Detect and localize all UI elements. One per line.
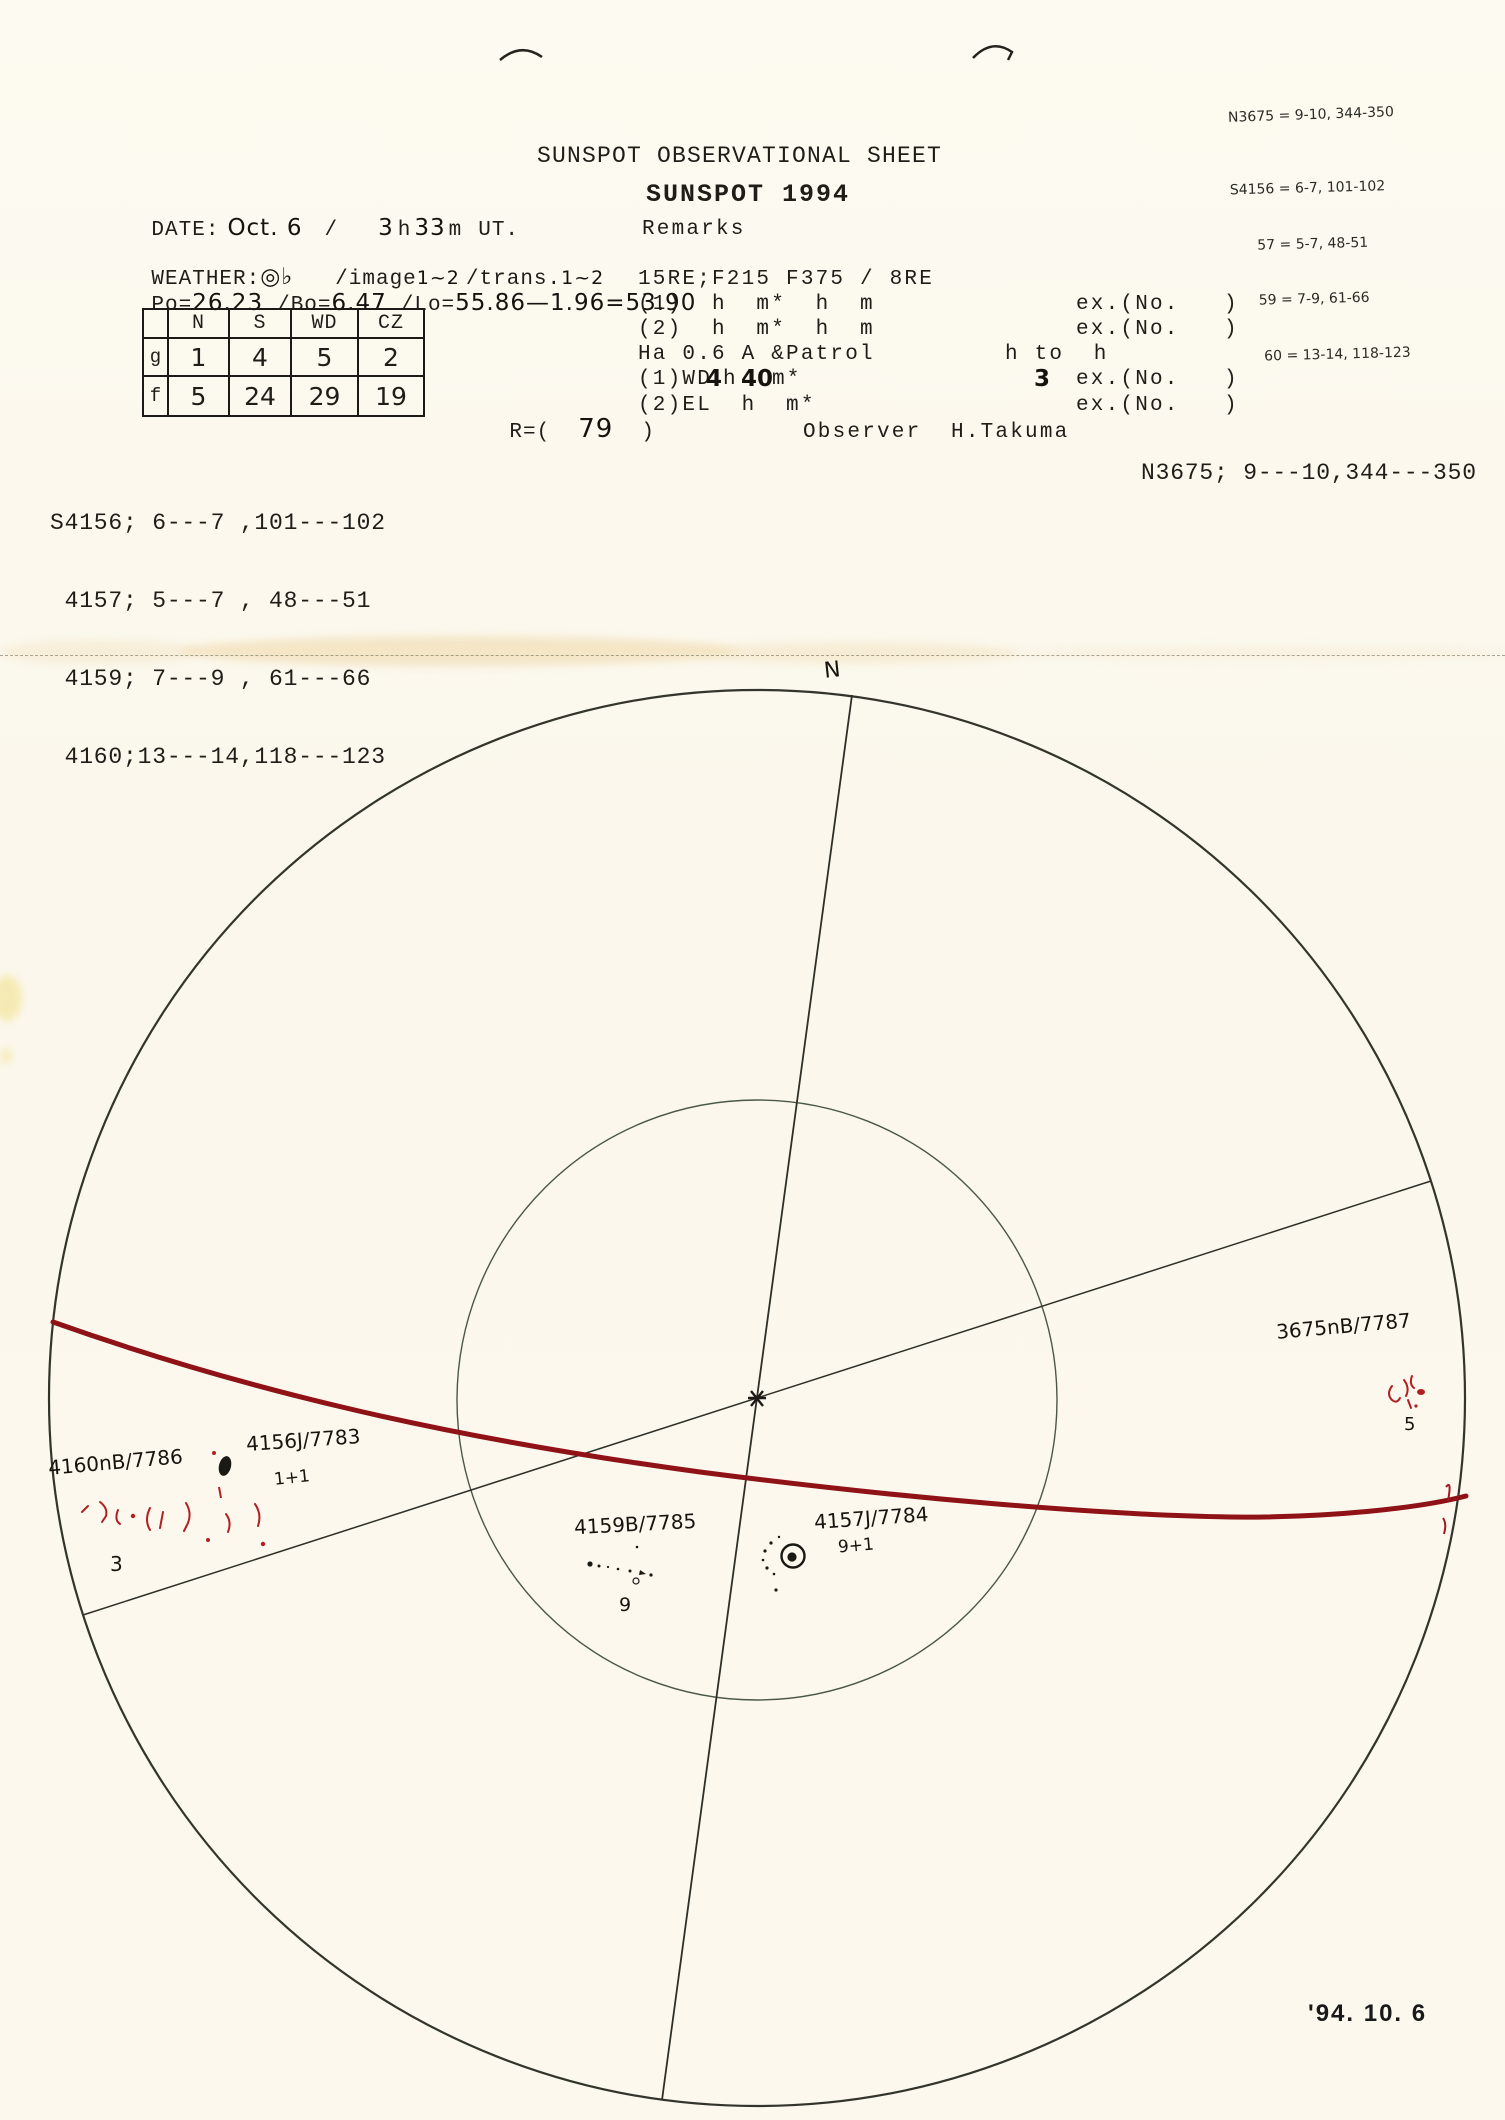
sunspot-group-3675-sketch	[1388, 1375, 1425, 1409]
ha-patrol-line: Ha 0.6 A &Patrol	[638, 343, 875, 366]
obs2-ex: ex.(No. )	[1076, 318, 1239, 341]
wd-m-star: m*	[772, 368, 802, 391]
outer-limb-circle	[47, 688, 1467, 2108]
image-label: /image	[335, 268, 417, 291]
sunspot-group-4160-sketch	[81, 1501, 266, 1547]
table-header-row: N S WD CZ	[142, 308, 425, 339]
time-min: 33	[414, 215, 446, 241]
group-count-4156: 1+1	[273, 1466, 311, 1490]
group-line: 4157; 5---7 , 48---51	[50, 588, 372, 614]
observer-line: Observer H.Takuma	[803, 421, 1070, 444]
cell-f-cz: 19	[357, 375, 425, 417]
el-ex: ex.(No. )	[1076, 394, 1239, 417]
time-ut: UT.	[478, 219, 520, 242]
disk-center-mark	[748, 1390, 766, 1407]
group-line: 4159; 7---9 , 61---66	[50, 666, 372, 692]
remarks-label: Remarks	[642, 218, 746, 241]
obs1-line: (1) h m* h m	[638, 293, 875, 316]
r-suffix: )	[641, 421, 655, 444]
wd-ex: ex.(No. )	[1076, 368, 1239, 391]
cell-g-n: 1	[167, 337, 230, 377]
paper-seam	[0, 655, 1505, 656]
date-value: Oct. 6	[227, 215, 303, 241]
north-label: N	[822, 657, 842, 684]
corner-cell	[142, 308, 169, 339]
date-line: DATE: Oct. 6 / 3 h 33 m UT.	[97, 192, 519, 265]
col-header-wd: WD	[290, 308, 359, 339]
time-h-unit: h	[397, 219, 412, 242]
date-label: DATE:	[151, 219, 220, 242]
ha-patrol-times: h to h	[1005, 343, 1109, 366]
typed-group-list-north: N3675; 9---10,344---350	[1141, 460, 1477, 486]
group-line: S4156; 6---7 ,101---102	[50, 510, 386, 536]
el-line: (2)EL h m*	[638, 394, 816, 417]
col-header-s: S	[228, 308, 292, 339]
wd-min: 40	[741, 366, 774, 392]
lo-value: 55.86—1.96=53.90	[455, 290, 697, 316]
sunspot-counts-table: N S WD CZ g 1 4 5 2 f 5 24 29 19	[142, 308, 425, 417]
program-title: SUNSPOT 1994	[646, 180, 851, 209]
col-header-n: N	[167, 308, 230, 339]
trans-label: /trans.	[465, 268, 562, 291]
seam-stain	[180, 636, 740, 666]
sunspot-group-4159-sketch	[587, 1545, 653, 1585]
wd-h-unit: h	[723, 368, 738, 391]
wd-ex-count: 3	[1034, 366, 1051, 392]
group-count-4157: 9+1	[837, 1534, 875, 1558]
margin-stain	[0, 1048, 12, 1064]
date-slash: /	[324, 219, 339, 242]
group-count-3675: 5	[1404, 1414, 1416, 1435]
r-prefix: R=(	[509, 421, 551, 444]
image-value: 1~2	[416, 267, 460, 289]
instruments-line: 15RE;F215 F375 / 8RE	[638, 268, 935, 291]
seam-stain	[690, 642, 1020, 664]
relative-number-line: R=( 79)	[455, 391, 655, 467]
weather-label: WEATHER:	[151, 268, 261, 291]
obs1-ex: ex.(No. )	[1076, 293, 1239, 316]
sheet-title: SUNSPOT OBSERVATIONAL SHEET	[537, 143, 943, 169]
cell-g-wd: 5	[290, 337, 359, 377]
cell-g-s: 4	[228, 337, 292, 377]
table-row-f: f 5 24 29 19	[142, 375, 425, 417]
wd-label: (1)WD	[638, 368, 713, 391]
group-line: 4160;13---14,118---123	[50, 744, 386, 770]
cell-f-n: 5	[167, 375, 230, 417]
typed-group-list-south: S4156; 6---7 ,101---102 4157; 5---7 , 48…	[50, 458, 386, 822]
cell-g-cz: 2	[357, 337, 425, 377]
weather-line: WEATHER:◎♭/image1~2/trans.1~2	[97, 241, 604, 314]
pen-arc-mark	[499, 49, 543, 61]
time-m-unit: m	[448, 219, 463, 242]
group-count-4159: 9	[619, 1594, 632, 1616]
date-stamp: '94. 10. 6	[1308, 2000, 1428, 2027]
equator-end-marks	[1442, 1483, 1451, 1535]
r-value: 79	[578, 414, 614, 444]
sunspot-group-4156-sketch	[212, 1451, 232, 1499]
obs2-line: (2) h m* h m	[638, 318, 875, 341]
table-row-g: g 1 4 5 2	[142, 337, 425, 377]
trans-value: 1~2	[561, 267, 605, 289]
time-hour: 3	[378, 215, 394, 241]
solar-equator-line	[50, 1319, 1469, 1520]
col-header-cz: CZ	[357, 308, 425, 339]
sunspot-group-4157-sketch	[761, 1535, 806, 1592]
inner-reference-circle	[456, 1099, 1058, 1701]
row-label-g: g	[142, 337, 169, 377]
pen-arc-mark	[972, 45, 1014, 61]
seam-stain	[1010, 646, 1505, 660]
seam-stain	[0, 640, 200, 664]
cell-f-s: 24	[228, 375, 292, 417]
group-count-4160: 3	[110, 1552, 123, 1576]
wd-hour: 4	[706, 366, 723, 392]
cell-f-wd: 29	[290, 375, 359, 417]
weather-symbol: ◎♭	[260, 264, 294, 290]
margin-stain	[0, 975, 22, 1021]
row-label-f: f	[142, 375, 169, 417]
